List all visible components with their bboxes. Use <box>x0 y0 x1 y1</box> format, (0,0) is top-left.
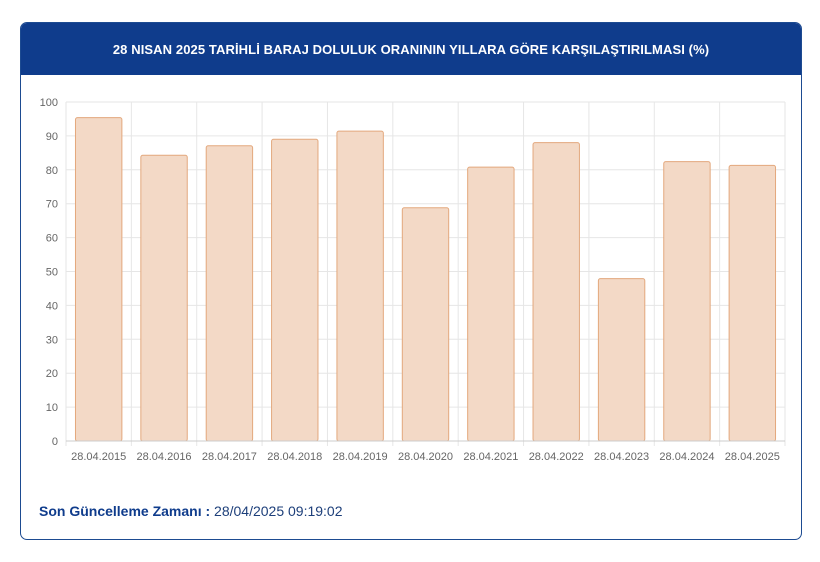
last-update: Son Güncelleme Zamanı : 28/04/2025 09:19… <box>39 503 343 519</box>
y-tick-label: 0 <box>52 436 58 448</box>
x-tick-label: 28.04.2021 <box>463 451 518 463</box>
y-tick-label: 90 <box>46 131 58 143</box>
last-update-label: Son Güncelleme Zamanı : <box>39 503 211 519</box>
chart-area: 0 10 20 30 40 50 60 70 80 90 100 28.04.2015 28.04.20… <box>21 75 801 485</box>
x-tick-label: 28.04.2025 <box>725 451 780 463</box>
chart-card: 28 NISAN 2025 TARİHLİ BARAJ DOLULUK ORAN… <box>20 22 802 540</box>
y-tick-label: 10 <box>46 402 58 414</box>
x-tick-label: 28.04.2018 <box>267 451 322 463</box>
x-tick-label: 28.04.2015 <box>71 451 126 463</box>
last-update-value: 28/04/2025 09:19:02 <box>214 503 343 519</box>
chart-title: 28 NISAN 2025 TARİHLİ BARAJ DOLULUK ORAN… <box>112 41 710 57</box>
bar-28.04.2018 <box>271 138 319 442</box>
chart-header: 28 NISAN 2025 TARİHLİ BARAJ DOLULUK ORAN… <box>21 23 801 75</box>
y-tick-label: 40 <box>46 300 58 312</box>
x-tick-label: 28.04.2020 <box>398 451 453 463</box>
bar-28.04.2020 <box>401 207 450 442</box>
x-tick-label: 28.04.2023 <box>594 451 649 463</box>
bar-28.04.2021 <box>467 166 515 442</box>
x-tick-label: 28.04.2019 <box>333 451 388 463</box>
y-tick-label: 100 <box>40 97 58 109</box>
y-tick-label: 80 <box>46 165 58 177</box>
y-tick-label: 50 <box>46 267 58 279</box>
y-tick-label: 20 <box>46 368 58 380</box>
bar-28.04.2025 <box>728 164 777 442</box>
y-tick-label: 70 <box>46 199 58 211</box>
bar-28.04.2022 <box>532 142 580 442</box>
bar-28.04.2015 <box>74 117 123 442</box>
bar-28.04.2017 <box>205 145 254 442</box>
bar-28.04.2024 <box>663 161 711 442</box>
bar-28.04.2016 <box>140 154 188 442</box>
y-tick-label: 30 <box>46 334 58 346</box>
bar-28.04.2023 <box>597 278 646 442</box>
y-tick-label: 60 <box>46 233 58 245</box>
x-tick-label: 28.04.2022 <box>529 451 584 463</box>
x-tick-label: 28.04.2016 <box>137 451 192 463</box>
x-tick-label: 28.04.2024 <box>659 451 714 463</box>
bar-chart: 0 10 20 30 40 50 60 70 80 90 100 28.04.2015 28.04.20… <box>40 97 786 463</box>
x-tick-label: 28.04.2017 <box>202 451 257 463</box>
bar-28.04.2019 <box>336 130 384 442</box>
